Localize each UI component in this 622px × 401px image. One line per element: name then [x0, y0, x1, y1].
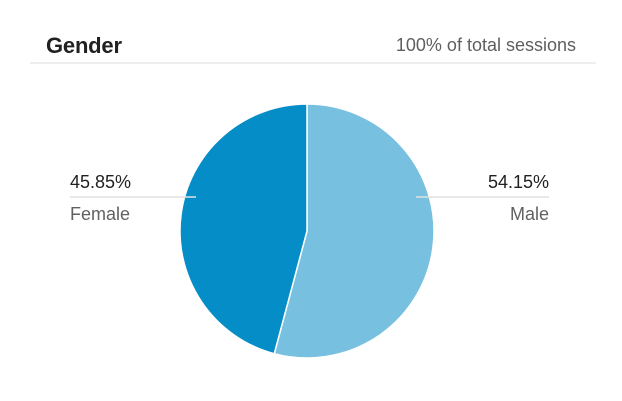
pie-slice-female[interactable]	[179, 103, 308, 355]
male-percent-label: 54.15%	[488, 172, 549, 192]
female-percent-label: 45.85%	[70, 172, 131, 192]
pie-slices	[179, 103, 435, 359]
female-slice-label: Female	[70, 204, 130, 224]
total-sessions-subtitle: 100% of total sessions	[395, 35, 576, 55]
card-title: Gender	[46, 33, 122, 58]
pie-slice-male[interactable]	[273, 103, 435, 359]
male-slice-label: Male	[510, 204, 549, 224]
card-header: Gender 100% of total sessions	[30, 28, 596, 64]
